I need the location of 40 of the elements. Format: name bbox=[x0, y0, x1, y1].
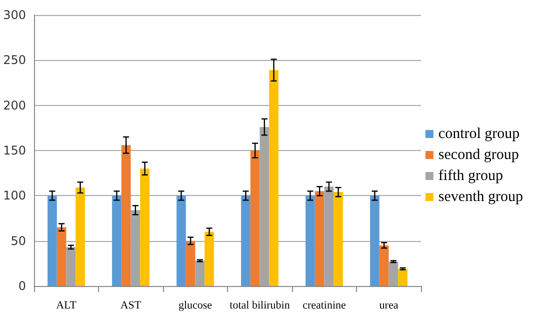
bar bbox=[186, 240, 196, 286]
bar bbox=[379, 245, 389, 286]
bar bbox=[388, 262, 398, 286]
legend-label: fifth group bbox=[438, 168, 504, 184]
bar bbox=[241, 196, 250, 286]
bar bbox=[176, 196, 186, 286]
bar bbox=[204, 232, 214, 286]
legend-label: second group bbox=[438, 147, 519, 163]
bar bbox=[370, 196, 380, 286]
bar bbox=[195, 260, 205, 286]
bar bbox=[48, 196, 57, 286]
bar bbox=[334, 192, 343, 286]
legend-label: seventh group bbox=[438, 189, 524, 205]
bar bbox=[324, 186, 334, 286]
y-tick-label: 100 bbox=[3, 188, 26, 203]
x-tick-label: AST bbox=[120, 300, 142, 312]
bar bbox=[250, 150, 260, 286]
bar bbox=[306, 196, 315, 286]
x-tick-label: ALT bbox=[56, 300, 77, 312]
bar bbox=[398, 268, 408, 286]
y-tick-label: 200 bbox=[3, 98, 26, 112]
y-tick-label: 50 bbox=[10, 234, 26, 248]
bar bbox=[269, 70, 278, 286]
x-tick-label: glucose bbox=[178, 300, 212, 312]
y-tick-label: 250 bbox=[3, 53, 26, 68]
bar bbox=[66, 247, 76, 286]
bar bbox=[314, 191, 324, 286]
x-tick-label: total bilirubin bbox=[230, 300, 290, 312]
x-tick-label: creatinine bbox=[302, 300, 346, 312]
bar bbox=[130, 210, 140, 286]
bar bbox=[112, 196, 122, 286]
bar bbox=[56, 227, 66, 286]
legend-label: control group bbox=[438, 126, 520, 142]
bar bbox=[76, 188, 85, 286]
bar bbox=[121, 145, 131, 286]
bar bbox=[140, 168, 150, 286]
y-tick-label: 300 bbox=[3, 8, 26, 22]
y-tick-label: 0 bbox=[18, 279, 26, 293]
y-tick-label: 150 bbox=[3, 144, 26, 158]
x-tick-label: urea bbox=[379, 300, 398, 312]
